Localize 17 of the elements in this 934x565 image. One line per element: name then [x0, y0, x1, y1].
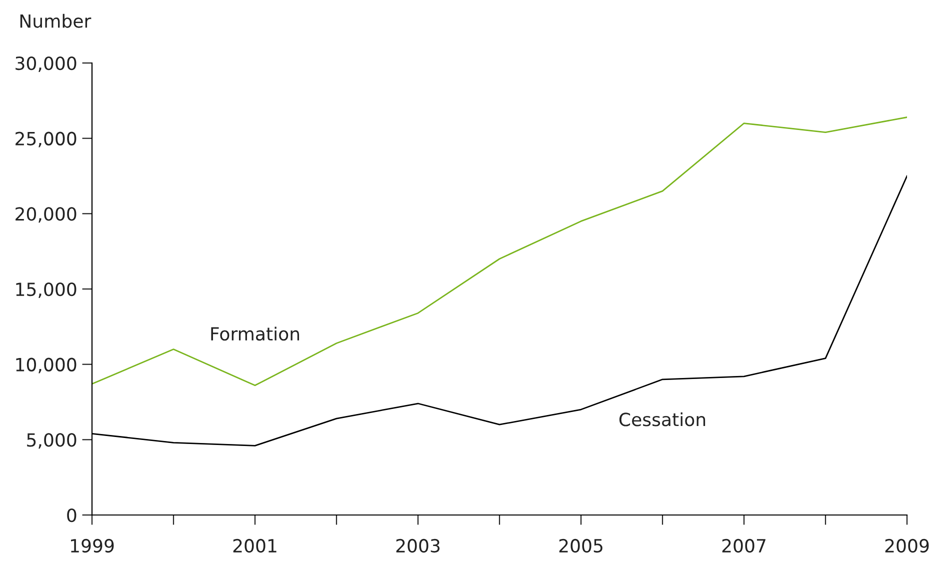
- x-tick-label: 2009: [885, 538, 929, 553]
- series-label: Formation: [211, 326, 300, 341]
- line-series: [92, 116, 907, 386]
- x-tick-label: 2001: [233, 538, 276, 553]
- y-tick-label: 20,000: [16, 207, 76, 223]
- y-tick-label: 30,000: [16, 56, 76, 72]
- x-tick-label: 1999: [71, 538, 114, 553]
- x-tick-label: 2007: [722, 538, 766, 553]
- y-tick-label: 15,000: [16, 282, 76, 298]
- y-tick-label: 10,000: [16, 358, 76, 374]
- x-tick-label: 2003: [396, 538, 440, 553]
- y-axis-title: Number: [20, 14, 92, 28]
- y-tick-label: 25,000: [16, 132, 76, 148]
- series-label: Cessation: [619, 412, 706, 426]
- y-tick-label: 0: [67, 508, 76, 522]
- x-tick-label: 2005: [559, 538, 602, 553]
- y-tick-label: 5,000: [27, 433, 76, 449]
